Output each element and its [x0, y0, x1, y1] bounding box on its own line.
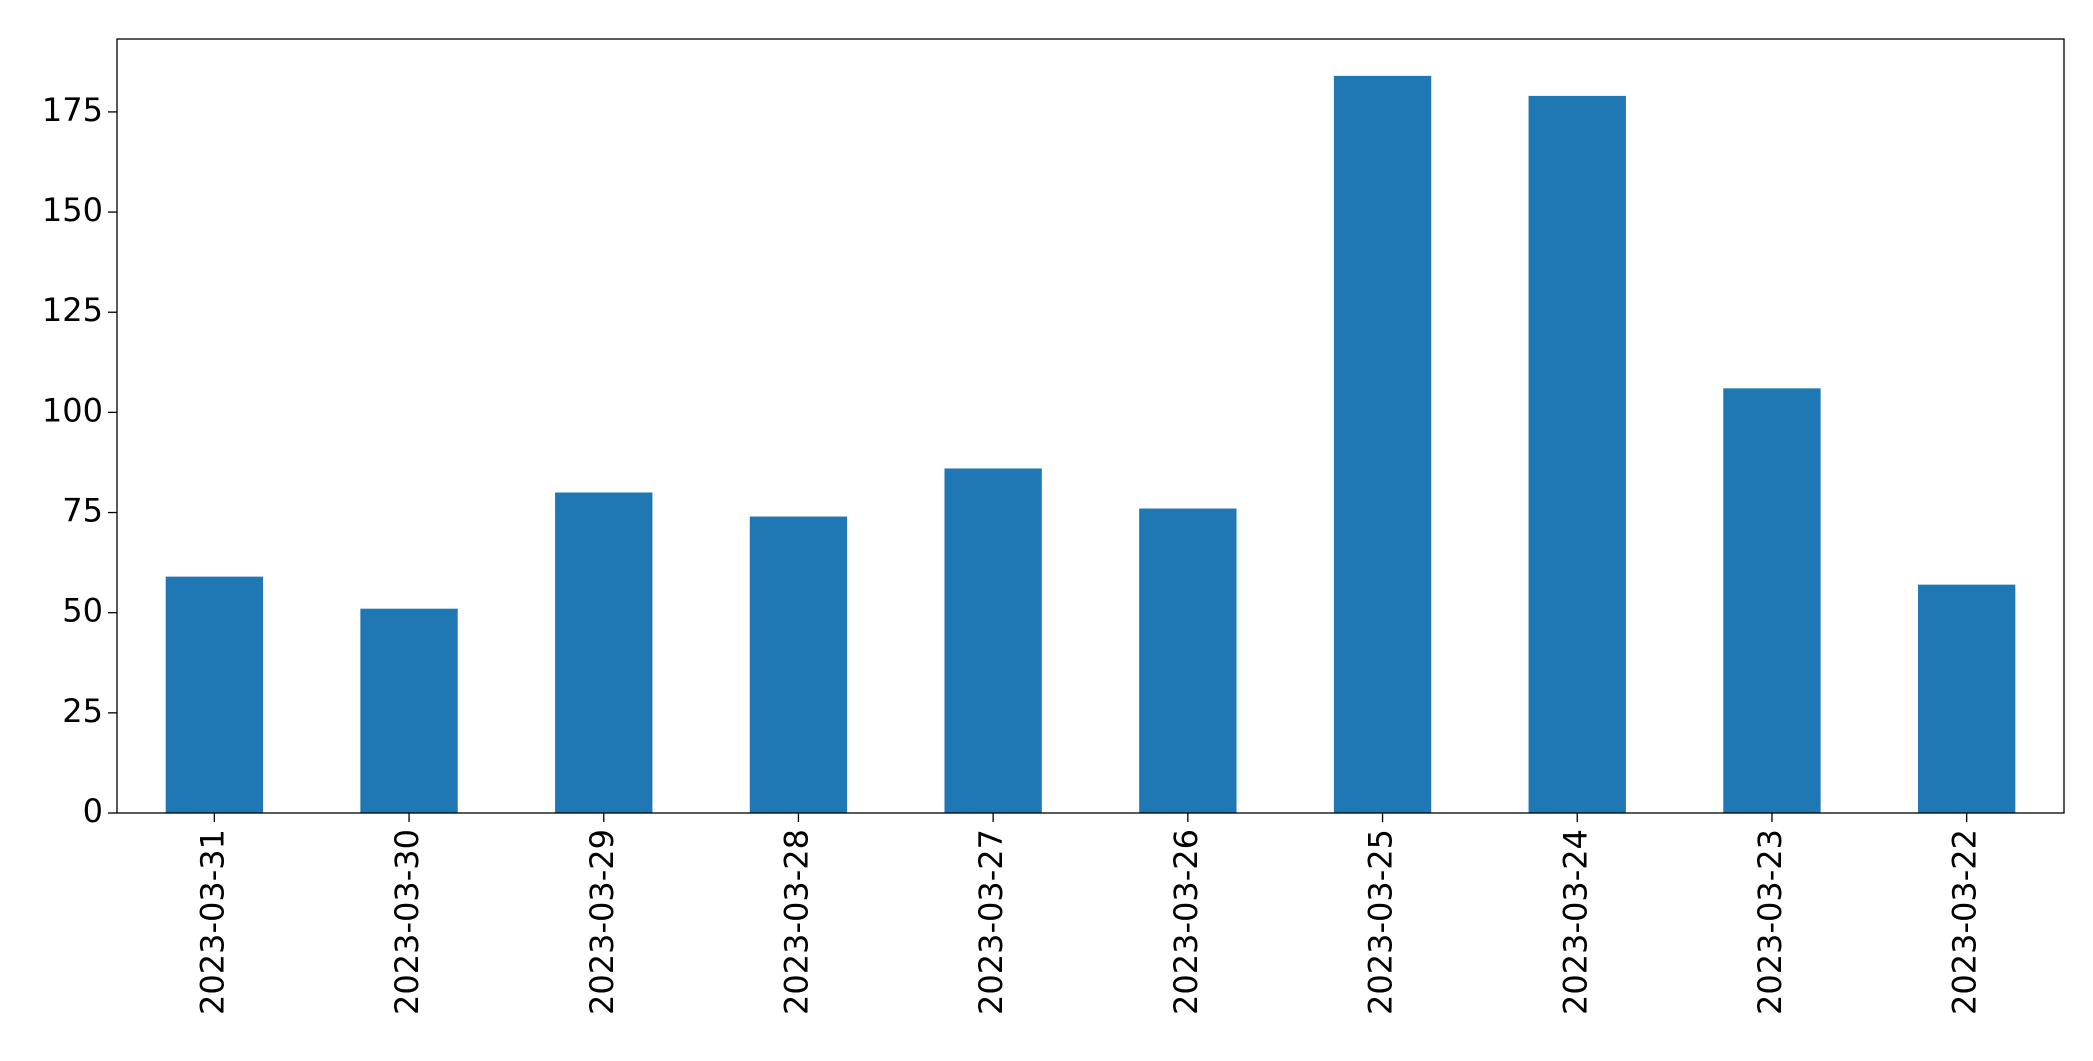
- bar: [749, 516, 848, 813]
- x-tick-label: 2023-03-31: [193, 829, 231, 1015]
- bar: [165, 576, 264, 813]
- bar: [1917, 584, 2016, 813]
- bar: [360, 608, 458, 813]
- bar: [944, 468, 1042, 813]
- x-tick-label: 2023-03-27: [972, 829, 1010, 1015]
- y-tick-label: 0: [83, 792, 103, 830]
- x-tick-label: 2023-03-24: [1556, 829, 1594, 1015]
- x-tick-label: 2023-03-29: [583, 829, 621, 1015]
- y-tick-label: 150: [42, 191, 103, 229]
- y-tick-label: 50: [62, 592, 103, 630]
- y-tick-label: 125: [42, 291, 103, 329]
- x-tick-label: 2023-03-22: [1946, 829, 1984, 1015]
- bar: [1723, 388, 1821, 813]
- bar: [1528, 95, 1626, 814]
- x-tick-label: 2023-03-30: [388, 829, 426, 1015]
- x-tick-label: 2023-03-28: [777, 829, 815, 1015]
- y-tick-label: 25: [62, 692, 103, 730]
- x-tick-label: 2023-03-25: [1362, 829, 1400, 1015]
- y-tick-label: 100: [42, 391, 103, 429]
- x-tick-label: 2023-03-26: [1167, 829, 1205, 1015]
- y-tick-label: 175: [42, 91, 103, 129]
- bar: [1139, 508, 1237, 813]
- x-tick-label: 2023-03-23: [1751, 829, 1789, 1015]
- bar: [1333, 75, 1432, 814]
- y-tick-label: 75: [62, 492, 103, 530]
- axes-frame: [116, 38, 2065, 814]
- bar: [555, 492, 653, 813]
